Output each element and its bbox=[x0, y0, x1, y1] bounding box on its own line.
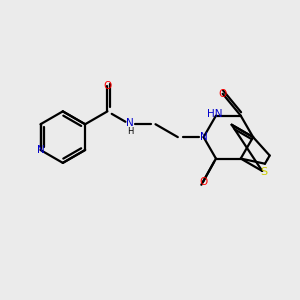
Text: S: S bbox=[261, 167, 268, 177]
Text: HN: HN bbox=[207, 109, 223, 119]
Text: O: O bbox=[219, 89, 227, 99]
Text: N: N bbox=[126, 118, 134, 128]
Text: H: H bbox=[128, 127, 134, 136]
Text: O: O bbox=[103, 81, 112, 91]
Text: O: O bbox=[199, 177, 207, 187]
Text: N: N bbox=[200, 132, 207, 142]
Text: N: N bbox=[37, 145, 44, 155]
